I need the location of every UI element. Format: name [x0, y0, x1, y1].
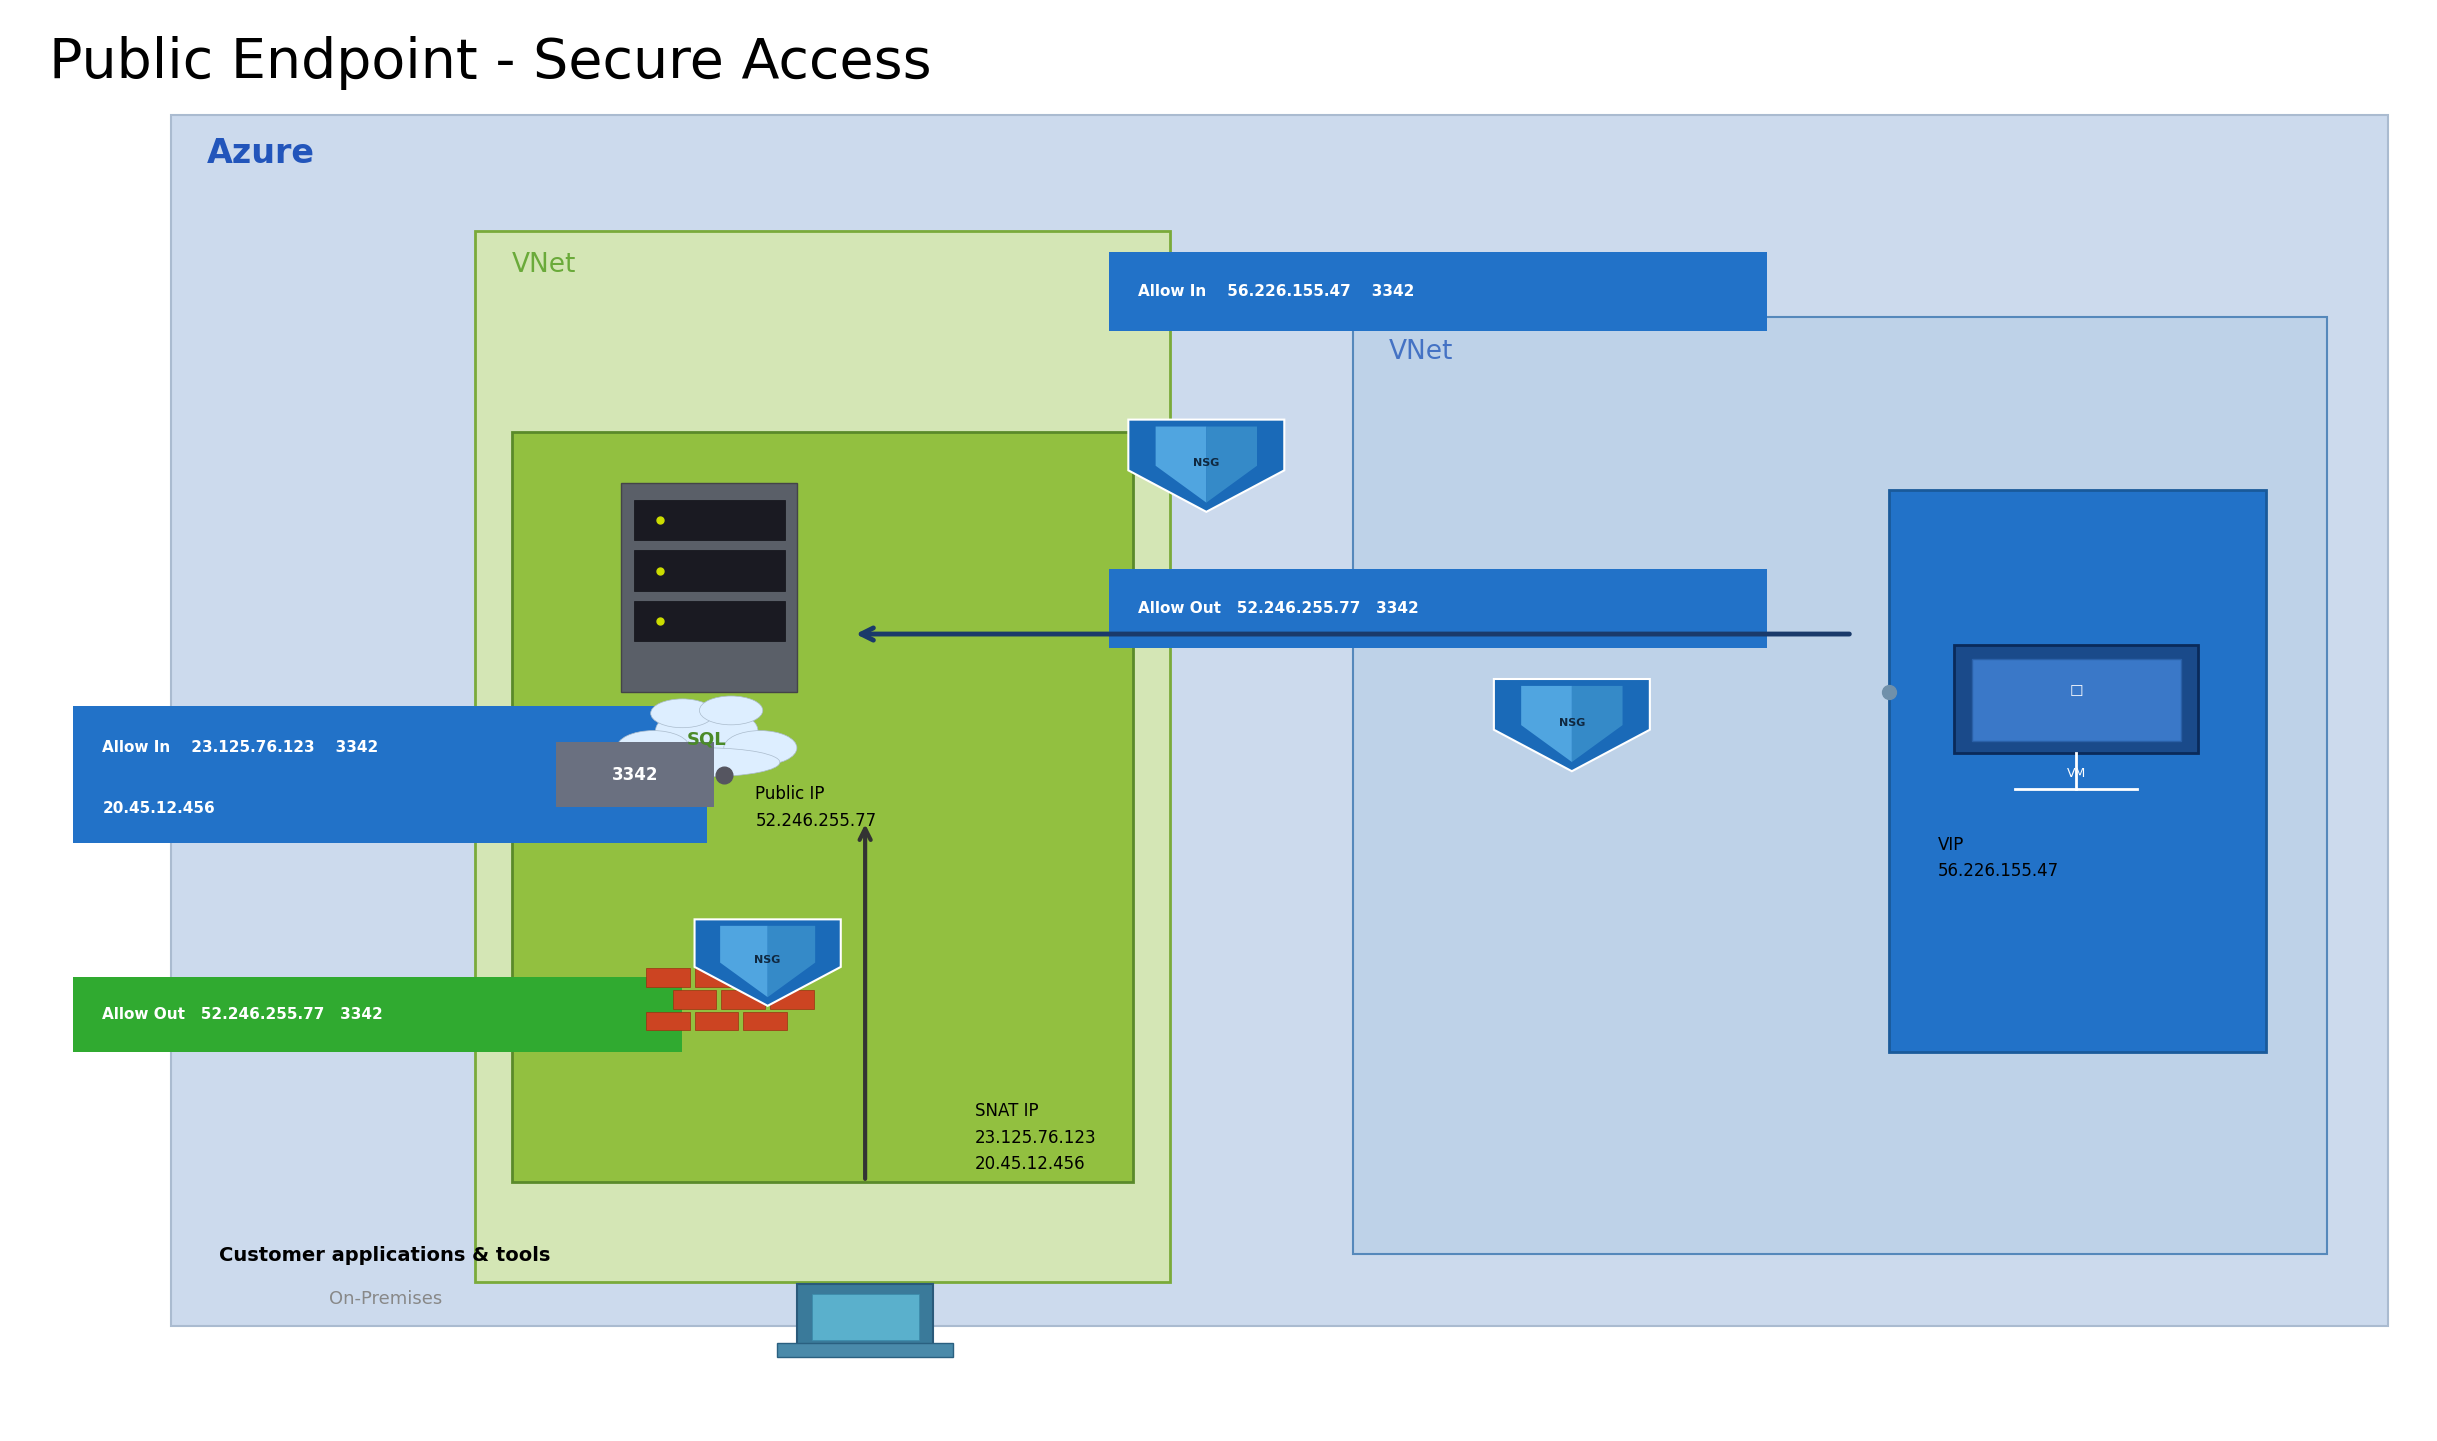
- FancyBboxPatch shape: [1889, 490, 2266, 1052]
- Text: On-Premises: On-Premises: [329, 1290, 441, 1307]
- FancyBboxPatch shape: [743, 968, 787, 987]
- FancyBboxPatch shape: [1109, 252, 1767, 331]
- Text: Public Endpoint - Secure Access: Public Endpoint - Secure Access: [49, 36, 931, 89]
- FancyBboxPatch shape: [1109, 569, 1767, 648]
- Text: NSG: NSG: [1194, 458, 1218, 468]
- Text: VM: VM: [2067, 767, 2086, 781]
- Polygon shape: [1521, 686, 1572, 762]
- Text: Allow In    23.125.76.123    3342: Allow In 23.125.76.123 3342: [102, 739, 378, 755]
- FancyBboxPatch shape: [556, 742, 714, 807]
- FancyBboxPatch shape: [171, 115, 2388, 1326]
- Text: NSG: NSG: [1560, 718, 1584, 728]
- FancyBboxPatch shape: [621, 483, 797, 692]
- Text: VIP
56.226.155.47: VIP 56.226.155.47: [1937, 836, 2059, 880]
- Polygon shape: [1155, 427, 1206, 503]
- Polygon shape: [768, 927, 814, 997]
- FancyBboxPatch shape: [695, 968, 738, 987]
- Text: 20.45.12.456: 20.45.12.456: [102, 801, 214, 816]
- Polygon shape: [1206, 427, 1257, 503]
- Text: VNet: VNet: [1389, 339, 1452, 365]
- FancyBboxPatch shape: [1954, 646, 2198, 752]
- FancyBboxPatch shape: [812, 1294, 919, 1340]
- FancyBboxPatch shape: [770, 990, 814, 1009]
- Ellipse shape: [699, 696, 763, 725]
- Ellipse shape: [656, 708, 758, 754]
- Text: NSG: NSG: [755, 955, 780, 965]
- Text: Customer applications & tools: Customer applications & tools: [219, 1246, 551, 1265]
- FancyBboxPatch shape: [646, 1012, 690, 1030]
- FancyBboxPatch shape: [797, 1284, 933, 1347]
- Polygon shape: [1494, 679, 1650, 771]
- FancyBboxPatch shape: [743, 1012, 787, 1030]
- Ellipse shape: [651, 699, 714, 728]
- Ellipse shape: [724, 731, 797, 765]
- Ellipse shape: [634, 748, 780, 777]
- FancyBboxPatch shape: [73, 706, 707, 843]
- FancyBboxPatch shape: [1353, 317, 2327, 1254]
- FancyBboxPatch shape: [634, 550, 785, 591]
- Ellipse shape: [617, 731, 690, 765]
- Text: SNAT IP
23.125.76.123
20.45.12.456: SNAT IP 23.125.76.123 20.45.12.456: [975, 1102, 1097, 1173]
- FancyBboxPatch shape: [777, 1343, 953, 1357]
- Polygon shape: [719, 927, 768, 997]
- FancyBboxPatch shape: [673, 990, 716, 1009]
- Text: Allow Out   52.246.255.77   3342: Allow Out 52.246.255.77 3342: [1138, 601, 1418, 617]
- FancyBboxPatch shape: [646, 968, 690, 987]
- FancyBboxPatch shape: [634, 500, 785, 540]
- FancyBboxPatch shape: [475, 231, 1170, 1282]
- Text: 3342: 3342: [612, 765, 658, 784]
- Text: Allow In    56.226.155.47    3342: Allow In 56.226.155.47 3342: [1138, 284, 1413, 300]
- Text: SQL: SQL: [687, 731, 726, 748]
- Text: ☐: ☐: [2069, 684, 2084, 699]
- Polygon shape: [695, 919, 841, 1006]
- FancyBboxPatch shape: [73, 977, 682, 1052]
- Polygon shape: [1128, 419, 1284, 512]
- FancyBboxPatch shape: [512, 432, 1133, 1182]
- Text: Public IP
52.246.255.77: Public IP 52.246.255.77: [755, 785, 877, 830]
- FancyBboxPatch shape: [695, 1012, 738, 1030]
- Text: VNet: VNet: [512, 252, 575, 278]
- Text: Allow Out   52.246.255.77   3342: Allow Out 52.246.255.77 3342: [102, 1007, 383, 1022]
- Text: Azure: Azure: [207, 137, 314, 170]
- FancyBboxPatch shape: [634, 601, 785, 641]
- Polygon shape: [1572, 686, 1623, 762]
- FancyBboxPatch shape: [1972, 660, 2181, 741]
- FancyBboxPatch shape: [721, 990, 765, 1009]
